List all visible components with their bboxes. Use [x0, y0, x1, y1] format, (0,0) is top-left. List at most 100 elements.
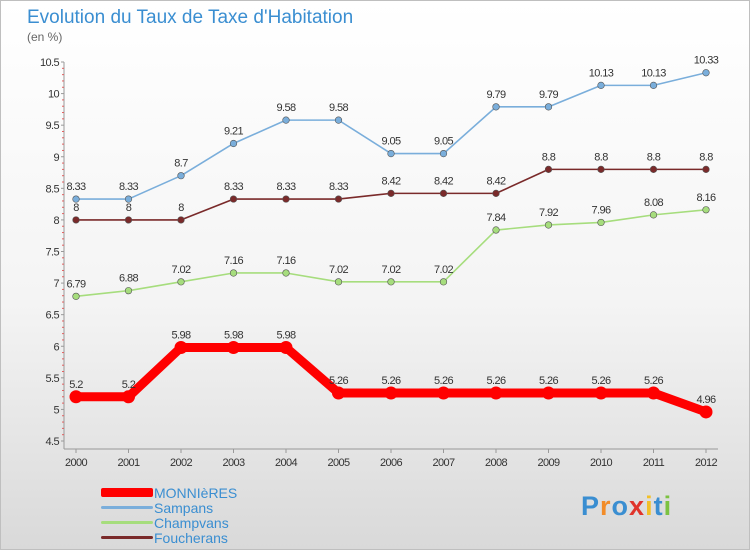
data-label: 5.26 [644, 375, 663, 387]
data-label: 9.05 [381, 136, 400, 148]
logo-letter: o [611, 491, 630, 521]
data-point [282, 195, 290, 203]
y-tick-label: 10 [48, 89, 60, 101]
y-tick-label: 7 [53, 278, 59, 290]
y-tick-label: 9.5 [46, 120, 60, 132]
data-point [542, 386, 555, 400]
data-point [282, 269, 290, 277]
data-point [437, 386, 450, 400]
logo-letter: t [653, 491, 664, 521]
legend-label: Foucherans [154, 530, 228, 546]
data-point [174, 341, 188, 355]
data-point [702, 206, 710, 214]
chart-title: Evolution du Taux de Taxe d'Habitation [27, 7, 354, 28]
y-tick-label: 9 [53, 152, 59, 164]
data-point [387, 189, 395, 197]
data-label: 8.42 [434, 175, 453, 187]
y-tick-label: 4.5 [46, 436, 60, 448]
data-point [122, 390, 135, 404]
data-label: 7.02 [171, 264, 190, 276]
x-tick-label: 2011 [643, 457, 665, 469]
data-point [124, 287, 133, 295]
data-point [332, 386, 345, 400]
data-label: 5.26 [329, 375, 348, 387]
data-label: 8.33 [276, 181, 295, 193]
x-tick-label: 2004 [275, 457, 298, 469]
data-point [229, 139, 238, 148]
data-label: 10.13 [589, 67, 614, 79]
data-label: 4.96 [696, 394, 715, 406]
data-label: 9.79 [539, 89, 558, 101]
data-label: 9.58 [329, 102, 348, 114]
data-label: 8.33 [66, 181, 85, 193]
y-tick-label: 8.5 [46, 183, 60, 195]
data-point [702, 165, 710, 173]
data-label: 10.13 [641, 67, 666, 79]
data-point [649, 165, 658, 173]
x-tick-label: 2009 [537, 457, 560, 469]
data-point [597, 218, 605, 227]
x-tick-label: 2012 [695, 457, 718, 469]
proxiti-logo: Proxiti [581, 491, 672, 522]
x-tick-label: 2007 [432, 457, 455, 469]
data-point [124, 216, 133, 224]
data-label: 8.16 [696, 192, 715, 204]
legend-label: Sampans [154, 500, 214, 516]
data-label: 7.16 [276, 255, 295, 267]
y-tick-label: 6.5 [46, 310, 60, 322]
data-point [177, 278, 185, 286]
data-label: 5.98 [171, 330, 190, 342]
data-point [647, 386, 660, 400]
data-label: 8.8 [647, 151, 661, 163]
data-label: 5.26 [381, 375, 400, 387]
data-point [334, 195, 343, 203]
data-point [544, 165, 553, 173]
data-point [594, 386, 608, 400]
data-label: 8.7 [174, 158, 188, 170]
legend-swatch [101, 536, 153, 539]
logo-letter: i [645, 491, 654, 521]
x-tick-label: 2010 [590, 457, 613, 469]
data-point [544, 103, 553, 111]
data-point [72, 292, 80, 300]
data-point [384, 386, 398, 400]
data-point [489, 386, 503, 400]
data-point [387, 278, 395, 286]
data-point [334, 116, 343, 124]
data-point [649, 211, 658, 219]
data-label: 8.42 [486, 175, 505, 187]
data-label: 7.16 [224, 255, 243, 267]
data-label: 7.02 [329, 264, 348, 276]
data-point [282, 116, 290, 124]
y-tick-label: 6 [53, 341, 59, 353]
data-label: 7.84 [486, 212, 505, 224]
y-tick-label: 10.5 [40, 57, 59, 69]
data-label: 9.21 [224, 125, 243, 137]
x-tick-label: 2006 [380, 457, 403, 469]
data-label: 6.79 [66, 278, 85, 290]
data-label: 8.08 [644, 197, 663, 209]
data-point [649, 81, 658, 89]
x-tick-label: 2000 [65, 457, 88, 469]
x-tick-label: 2003 [222, 457, 245, 469]
data-label: 8.8 [542, 151, 556, 163]
unit-label: (en %) [27, 30, 63, 44]
data-point [124, 195, 133, 203]
data-label: 8.33 [119, 181, 138, 193]
data-point [72, 195, 80, 203]
x-tick-label: 2002 [170, 457, 193, 469]
data-label: 7.02 [434, 264, 453, 276]
data-point [702, 69, 710, 77]
data-label: 7.02 [381, 264, 400, 276]
data-point [699, 405, 713, 419]
data-label: 8 [126, 202, 132, 214]
data-label: 8.33 [224, 181, 243, 193]
logo-letter: x [629, 491, 646, 521]
data-point [439, 189, 448, 197]
data-point [334, 278, 343, 286]
legend-label: MONNIèRES [154, 485, 238, 501]
data-point [177, 172, 185, 180]
data-point [229, 269, 238, 277]
